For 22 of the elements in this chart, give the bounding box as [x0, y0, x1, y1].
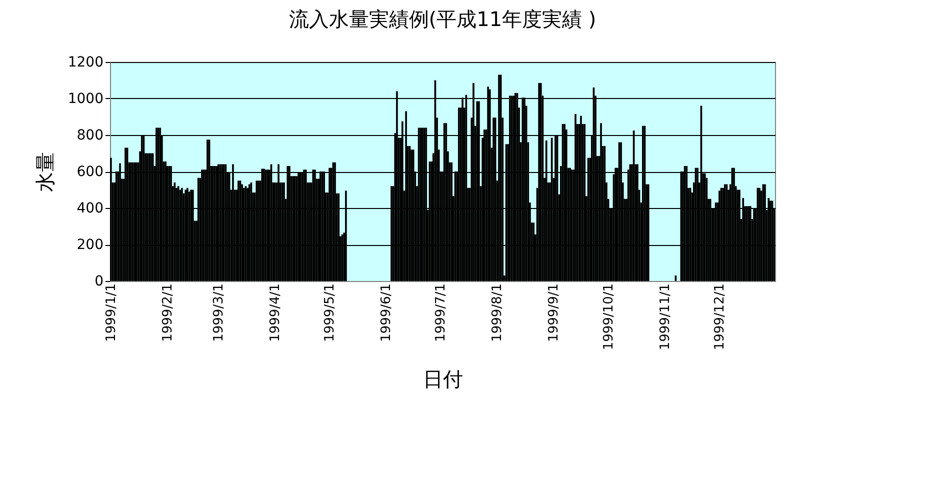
x-tick-label: 1999/8/1	[490, 284, 506, 342]
x-axis-title: 日付	[423, 367, 463, 392]
x-tick-label: 1999/7/1	[434, 284, 449, 342]
y-tick-label: 200	[76, 237, 104, 253]
x-tick-label: 1999/3/1	[211, 284, 226, 342]
y-tick-label: 1200	[68, 54, 104, 70]
x-tick-label: 1999/5/1	[322, 284, 338, 342]
x-tick-label: 1999/4/1	[268, 284, 283, 342]
x-tick-label: 1999/6/1	[379, 284, 394, 342]
x-tick-label: 1999/10/1	[601, 284, 616, 350]
x-tick-label: 1999/2/1	[160, 284, 176, 342]
x-tick-label: 1999/9/1	[546, 284, 562, 342]
x-tick-label: 1999/1/1	[104, 284, 119, 342]
x-tick-label: 1999/11/1	[658, 284, 673, 350]
y-tick-label: 800	[76, 128, 104, 144]
y-tick-label: 600	[76, 164, 104, 180]
chart-title: 流入水量実績例(平成11年度実績 )	[288, 7, 596, 31]
y-tick-label: 400	[76, 200, 104, 216]
y-tick-label: 0	[94, 274, 104, 290]
y-axis-title: 水量	[32, 152, 57, 192]
y-tick-label: 1000	[68, 91, 104, 107]
x-tick-label: 1999/12/1	[712, 284, 728, 350]
